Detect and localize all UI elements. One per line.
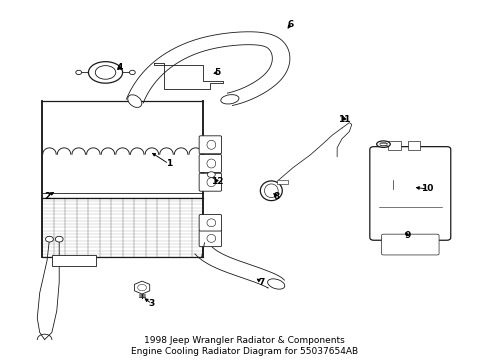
Ellipse shape xyxy=(206,140,215,149)
FancyBboxPatch shape xyxy=(199,173,221,191)
FancyBboxPatch shape xyxy=(199,136,221,154)
Text: 7: 7 xyxy=(258,278,264,287)
Ellipse shape xyxy=(127,95,142,107)
Ellipse shape xyxy=(264,184,278,198)
FancyBboxPatch shape xyxy=(381,234,438,255)
Text: 3: 3 xyxy=(148,299,155,308)
Text: 12: 12 xyxy=(211,177,224,186)
FancyBboxPatch shape xyxy=(199,215,221,231)
Circle shape xyxy=(55,236,63,242)
Bar xyxy=(407,140,419,149)
Ellipse shape xyxy=(95,66,116,79)
Ellipse shape xyxy=(379,142,386,146)
Ellipse shape xyxy=(88,62,122,83)
Text: 6: 6 xyxy=(287,19,293,28)
Text: 8: 8 xyxy=(272,192,279,201)
Ellipse shape xyxy=(376,141,389,147)
Ellipse shape xyxy=(207,172,215,177)
Ellipse shape xyxy=(221,95,239,104)
Ellipse shape xyxy=(206,159,215,168)
Ellipse shape xyxy=(206,178,215,187)
Circle shape xyxy=(45,236,53,242)
Bar xyxy=(387,140,400,149)
Ellipse shape xyxy=(260,181,282,201)
Text: 11: 11 xyxy=(338,114,350,123)
Circle shape xyxy=(138,284,146,291)
Text: 5: 5 xyxy=(214,68,221,77)
Text: 2: 2 xyxy=(44,192,50,201)
FancyBboxPatch shape xyxy=(199,230,221,247)
Ellipse shape xyxy=(206,219,215,227)
Ellipse shape xyxy=(206,234,215,242)
Text: 1998 Jeep Wrangler Radiator & Components
Engine Cooling Radiator Diagram for 550: 1998 Jeep Wrangler Radiator & Components… xyxy=(131,336,357,356)
FancyBboxPatch shape xyxy=(52,255,96,266)
Bar xyxy=(277,180,287,184)
Text: 9: 9 xyxy=(404,231,410,240)
Text: 4: 4 xyxy=(117,63,123,72)
Ellipse shape xyxy=(76,70,81,75)
Text: 10: 10 xyxy=(420,184,433,193)
FancyBboxPatch shape xyxy=(369,147,450,240)
Ellipse shape xyxy=(267,279,284,289)
Text: 1: 1 xyxy=(165,159,172,168)
Ellipse shape xyxy=(129,70,135,75)
FancyBboxPatch shape xyxy=(199,154,221,172)
